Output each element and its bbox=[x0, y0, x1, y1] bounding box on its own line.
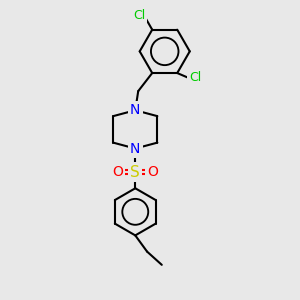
Text: O: O bbox=[148, 165, 158, 179]
Text: O: O bbox=[112, 165, 123, 179]
Text: N: N bbox=[130, 142, 140, 155]
Text: Cl: Cl bbox=[133, 9, 145, 22]
Text: S: S bbox=[130, 165, 140, 180]
Text: N: N bbox=[130, 103, 140, 117]
Text: Cl: Cl bbox=[189, 71, 201, 84]
